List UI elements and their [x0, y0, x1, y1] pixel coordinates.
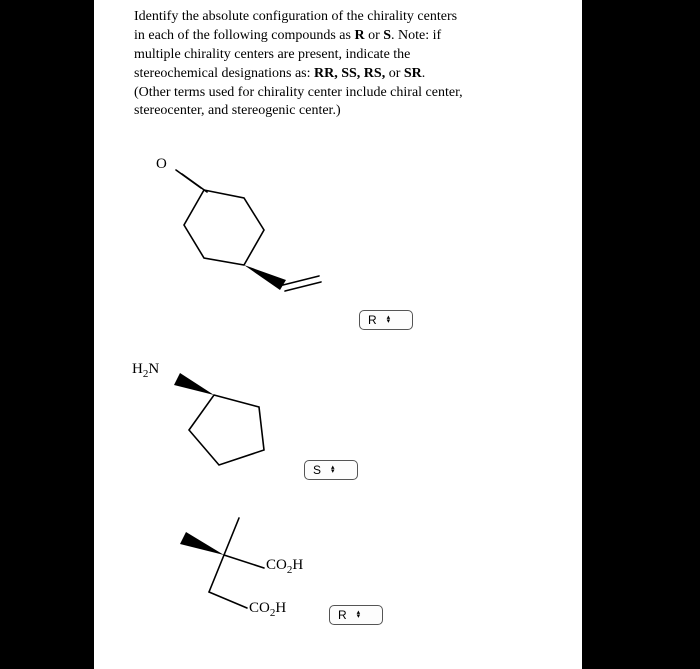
select-value: R [368, 313, 377, 327]
prompt-line: or [365, 28, 384, 43]
prompt-line: Identify the absolute configuration of t… [134, 9, 457, 24]
prompt-bold: S [383, 28, 391, 43]
prompt-line: (Other terms used for chirality center i… [134, 85, 463, 100]
select-molecule-3[interactable]: R ▴▾ [329, 605, 383, 625]
co2h-label-upper: CO2H [266, 557, 303, 576]
select-molecule-2[interactable]: S ▴▾ [304, 460, 358, 480]
select-arrows-icon: ▴▾ [387, 316, 391, 324]
question-prompt: Identify the absolute configuration of t… [134, 8, 544, 121]
prompt-line: stereochemical designations as: [134, 66, 314, 81]
amine-label: H2N [132, 361, 159, 380]
select-molecule-1[interactable]: R ▴▾ [359, 310, 413, 330]
oxygen-label: O [156, 156, 167, 173]
prompt-line: stereocenter, and stereogenic center.) [134, 103, 341, 118]
select-arrows-icon: ▴▾ [331, 466, 335, 474]
figure-area: O R ▴▾ H2N S ▴▾ [124, 150, 554, 660]
prompt-line: in each of the following compounds as [134, 28, 354, 43]
select-arrows-icon: ▴▾ [357, 611, 361, 619]
prompt-bold: R [354, 28, 364, 43]
co2h-label-lower: CO2H [249, 600, 286, 619]
select-value: R [338, 608, 347, 622]
page: Identify the absolute configuration of t… [94, 0, 582, 669]
molecule-1: O [134, 160, 354, 320]
prompt-line: multiple chirality centers are present, … [134, 47, 410, 62]
prompt-line: or [385, 66, 404, 81]
molecule-3: CO2H CO2H [134, 510, 354, 640]
prompt-bold: SR [404, 66, 422, 81]
molecule-3-svg [134, 510, 354, 640]
select-value: S [313, 463, 321, 477]
prompt-line: . Note: if [391, 28, 441, 43]
prompt-bold: RR, SS, RS, [314, 66, 385, 81]
molecule-1-svg [134, 160, 354, 320]
prompt-line: . [422, 66, 426, 81]
